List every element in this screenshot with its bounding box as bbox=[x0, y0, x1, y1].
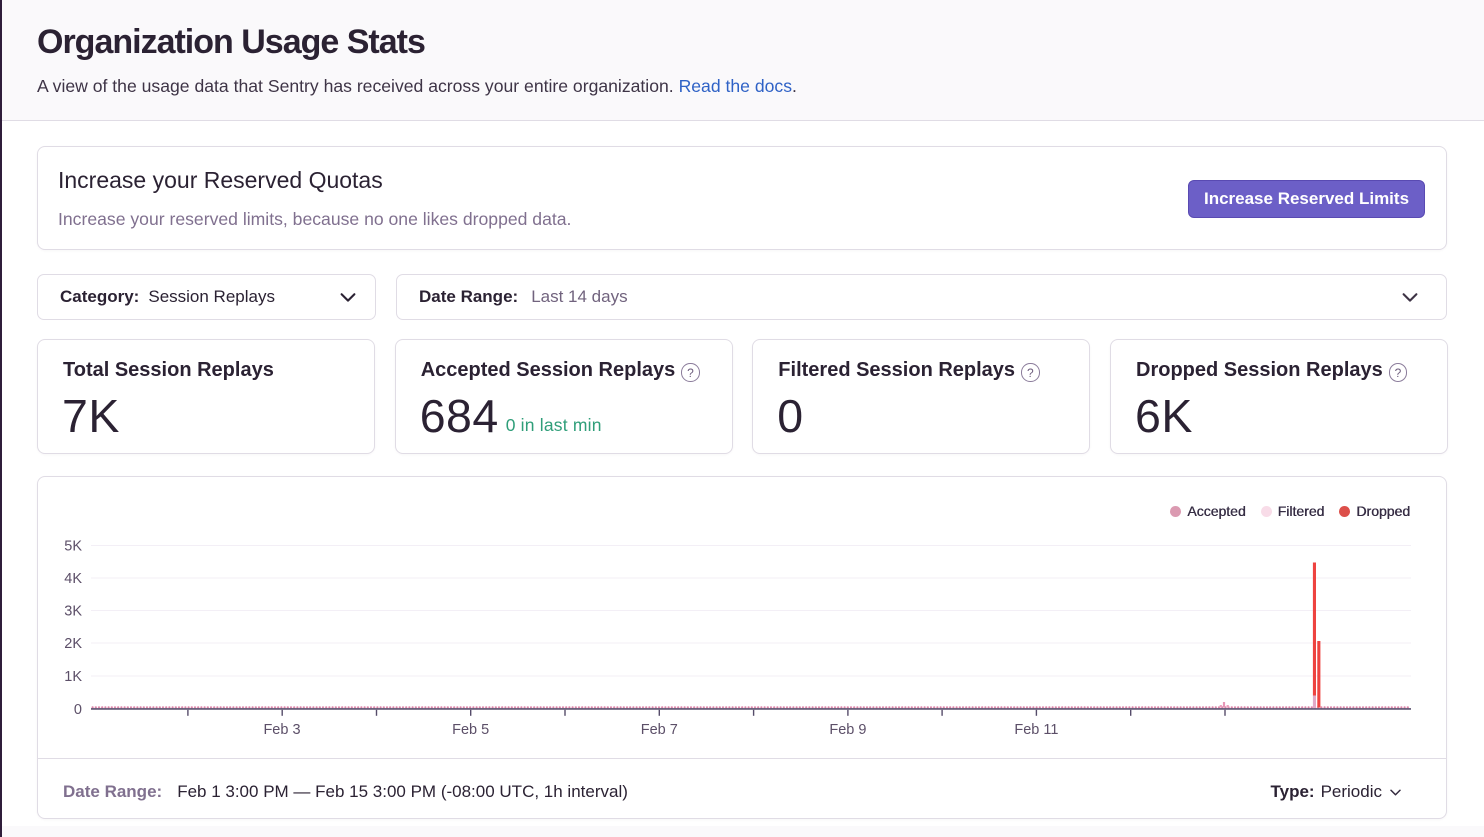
svg-text:5K: 5K bbox=[64, 539, 82, 555]
svg-text:Feb 5: Feb 5 bbox=[452, 722, 489, 738]
svg-text:4K: 4K bbox=[64, 571, 82, 587]
svg-text:Feb 7: Feb 7 bbox=[641, 722, 678, 738]
svg-text:3K: 3K bbox=[64, 604, 82, 620]
svg-text:Feb 9: Feb 9 bbox=[829, 722, 866, 738]
svg-text:2K: 2K bbox=[64, 636, 82, 652]
svg-text:Feb 11: Feb 11 bbox=[1014, 722, 1058, 738]
svg-text:1K: 1K bbox=[64, 669, 82, 685]
svg-text:0: 0 bbox=[74, 702, 82, 718]
svg-text:Feb 3: Feb 3 bbox=[263, 722, 300, 738]
